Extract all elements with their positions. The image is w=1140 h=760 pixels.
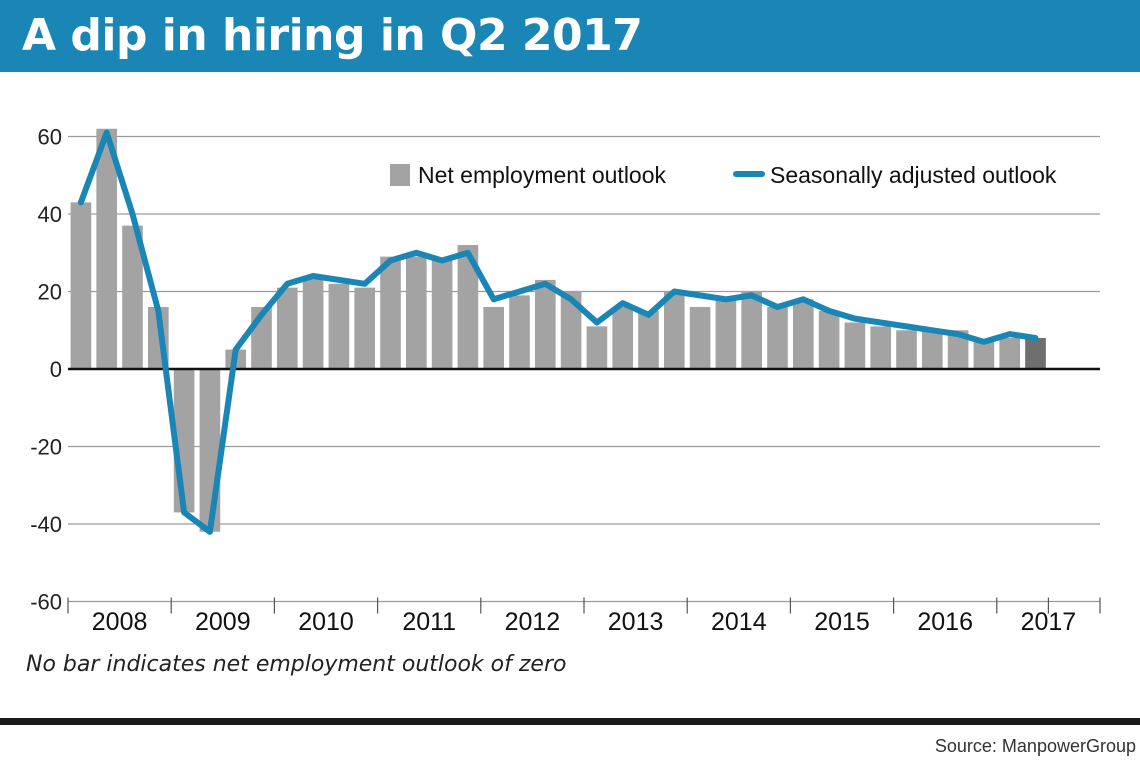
bar	[947, 330, 969, 369]
title-banner	[0, 0, 1140, 72]
bar	[818, 310, 840, 369]
bar	[405, 256, 427, 369]
bar	[612, 307, 634, 369]
bar	[973, 341, 995, 369]
x-tick-label: 2009	[195, 608, 251, 636]
y-tick-label: 40	[38, 202, 62, 227]
bar	[921, 330, 943, 369]
chart-area: 60 40 20 0 -20 -40 -60 2008 2009 2010 2011 2012 2013…	[30, 125, 1101, 636]
bar	[1025, 338, 1046, 369]
chart-title: A dip in hiring in Q2 2017	[22, 10, 643, 61]
bar	[509, 295, 530, 369]
bar	[741, 291, 763, 369]
x-tick-label: 2013	[608, 608, 664, 636]
bar	[689, 307, 711, 369]
bar	[431, 260, 453, 369]
bar	[663, 291, 685, 369]
adjusted-line	[77, 129, 1039, 535]
x-tick-label: 2016	[917, 608, 973, 636]
bar	[638, 310, 659, 369]
axes: 60 40 20 0 -20 -40 -60 2008 2009 2010 2011 2012 2013…	[30, 125, 1101, 636]
bar	[302, 276, 324, 369]
bar	[122, 225, 143, 369]
bar	[354, 287, 376, 369]
bar	[70, 202, 92, 369]
bar	[328, 283, 350, 369]
source-label: Source: ManpowerGroup	[934, 736, 1136, 756]
bar	[715, 299, 737, 369]
legend: Net employment outlook Seasonally adjuste…	[390, 162, 1057, 188]
x-tick-label: 2015	[814, 608, 870, 636]
bar	[96, 128, 118, 369]
bar	[457, 245, 479, 369]
x-tick-label: 2012	[505, 608, 561, 636]
x-tick-label: 2008	[92, 608, 148, 636]
bar	[792, 299, 814, 369]
legend-swatch-bar	[390, 164, 410, 186]
chart-note: No bar indicates net employment outlook …	[26, 652, 567, 677]
y-tick-label: 20	[38, 280, 62, 305]
y-tick-label: -40	[30, 512, 62, 537]
x-tick-label: 2017	[1021, 608, 1077, 636]
x-tick-label: 2011	[402, 608, 456, 636]
bar	[483, 307, 505, 369]
bar	[380, 256, 401, 369]
bar	[560, 291, 582, 369]
bar	[999, 338, 1021, 369]
legend-label-line: Seasonally adjusted outlook	[770, 162, 1057, 188]
bar	[534, 279, 556, 369]
bar	[844, 322, 866, 369]
y-tick-label: 60	[38, 125, 62, 150]
bar	[276, 287, 298, 369]
y-tick-label: -20	[30, 435, 62, 460]
bar	[586, 326, 608, 369]
y-tick-label: -60	[30, 590, 62, 615]
bar	[870, 326, 892, 369]
legend-label-bar: Net employment outlook	[418, 162, 667, 188]
bottom-rule	[0, 718, 1140, 725]
y-tick-label: 0	[50, 357, 62, 382]
bar	[767, 307, 788, 369]
x-tick-label: 2014	[711, 608, 767, 636]
bar	[896, 330, 917, 369]
x-tick-label: 2010	[298, 608, 354, 636]
series-line-seasonally-adjusted	[77, 129, 1039, 535]
bar	[199, 369, 221, 532]
